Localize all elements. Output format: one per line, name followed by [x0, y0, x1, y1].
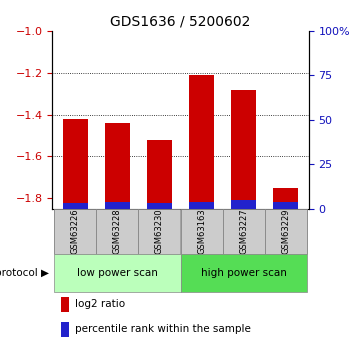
Bar [61, 297, 69, 312]
Bar [265, 209, 306, 254]
Text: protocol ▶: protocol ▶ [0, 268, 49, 277]
Bar [189, 201, 214, 209]
Bar [180, 209, 222, 254]
Text: GSM63228: GSM63228 [113, 208, 122, 254]
Text: GSM63227: GSM63227 [239, 208, 248, 254]
Text: GSM63163: GSM63163 [197, 208, 206, 254]
Bar [55, 209, 96, 254]
Bar [222, 209, 265, 254]
Text: GSM63229: GSM63229 [281, 208, 290, 254]
Text: log2 ratio: log2 ratio [75, 299, 125, 309]
Text: percentile rank within the sample: percentile rank within the sample [75, 325, 251, 335]
Bar [189, 75, 214, 209]
Bar [55, 254, 180, 292]
Text: GSM63226: GSM63226 [71, 208, 80, 254]
Bar [147, 204, 172, 209]
Bar [139, 209, 180, 254]
Bar [273, 201, 298, 209]
Bar [180, 254, 306, 292]
Bar [96, 209, 139, 254]
Bar [147, 140, 172, 209]
Text: low power scan: low power scan [77, 268, 158, 277]
Bar [105, 123, 130, 209]
Bar [231, 90, 256, 209]
Bar [61, 322, 69, 337]
Title: GDS1636 / 5200602: GDS1636 / 5200602 [110, 14, 251, 29]
Bar [63, 119, 88, 209]
Text: GSM63230: GSM63230 [155, 208, 164, 254]
Text: high power scan: high power scan [201, 268, 287, 277]
Bar [273, 188, 298, 209]
Bar [63, 204, 88, 209]
Bar [231, 200, 256, 209]
Bar [105, 201, 130, 209]
